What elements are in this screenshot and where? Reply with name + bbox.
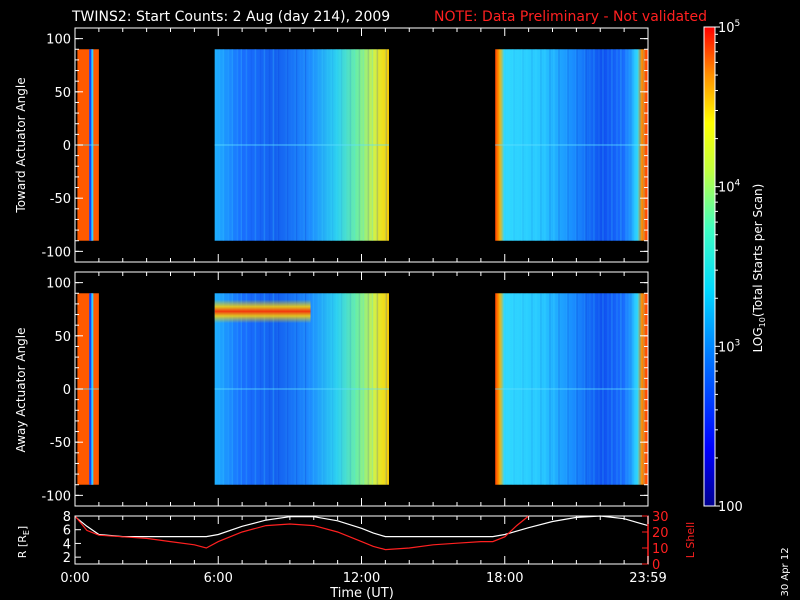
y-tick-label: 50 [54, 330, 71, 345]
y-tick-label: -50 [50, 192, 71, 207]
r-line [74, 515, 649, 538]
y-tick-label: 0 [63, 383, 71, 398]
x-tick-label: 6:00 [204, 571, 233, 586]
colorbar-ticks: 105 104 103 100 [715, 19, 743, 515]
away-heatmap [77, 293, 648, 485]
right-tick-label: 30 [652, 510, 669, 525]
left-tick-label: 8 [63, 510, 71, 525]
y-tick-label: 100 [46, 277, 71, 292]
toward-ylabel: Toward Actuator Angle [14, 77, 28, 213]
y-tick-label: -50 [50, 436, 71, 451]
toward-heatmap [77, 49, 648, 241]
y-tick-label: 0 [63, 139, 71, 154]
colorbar-tick-label: 105 [718, 19, 740, 36]
y-tick-label: 100 [46, 33, 71, 48]
plot-title: TWINS2: Start Counts: 2 Aug (day 214), 2… [71, 9, 390, 25]
y-tick-label: 50 [54, 86, 71, 101]
colorbar-tick-label: 103 [718, 338, 740, 355]
colorbar-label: LOG10(Total Starts per Scan) [751, 184, 767, 353]
colorbar-tick-label: 104 [718, 179, 741, 196]
colorbar: 105 104 103 100 LOG10(Total Starts per Scan… [703, 19, 767, 515]
x-tick-label: 18:00 [486, 571, 523, 586]
time-axis-label: Time (UT) [329, 586, 394, 600]
right-tick-label: 20 [652, 526, 669, 541]
heatmap-hot-band [214, 299, 311, 324]
left-tick-label: 4 [63, 537, 71, 552]
right-tick-label: 0 [652, 558, 660, 573]
left-tick-label: 6 [63, 524, 71, 539]
toward-panel: 100 50 0 -50 -100 Toward Actuator Angle [14, 27, 649, 263]
lshell-line [74, 515, 529, 551]
y-tick-label: -100 [41, 489, 71, 504]
colorbar-tick-label: 100 [718, 500, 743, 515]
away-y-axis: 100 50 0 -50 -100 [41, 277, 648, 504]
x-tick-label: 12:00 [343, 571, 380, 586]
preliminary-note: NOTE: Data Preliminary - Not validated [434, 9, 707, 25]
time-axis: 0:00 6:00 12:00 18:00 23:59 [60, 28, 667, 586]
away-ylabel: Away Actuator Angle [14, 327, 28, 452]
colorbar-gradient [703, 26, 716, 507]
toward-y-axis: 100 50 0 -50 -100 [41, 33, 648, 260]
away-panel: 100 50 0 -50 -100 Away Actuator Angle [14, 271, 649, 507]
orbit-right-ylabel: L Shell [684, 522, 697, 558]
left-tick-label: 2 [63, 551, 71, 566]
orbit-left-ylabel: R [RE] [16, 526, 31, 558]
right-tick-label: 10 [652, 542, 669, 557]
x-tick-label: 0:00 [60, 571, 89, 586]
orbit-lines [74, 515, 649, 551]
date-stamp: 30 Apr 12 [780, 547, 791, 596]
y-tick-label: -100 [41, 245, 71, 260]
x-tick-label: 23:59 [629, 571, 666, 586]
